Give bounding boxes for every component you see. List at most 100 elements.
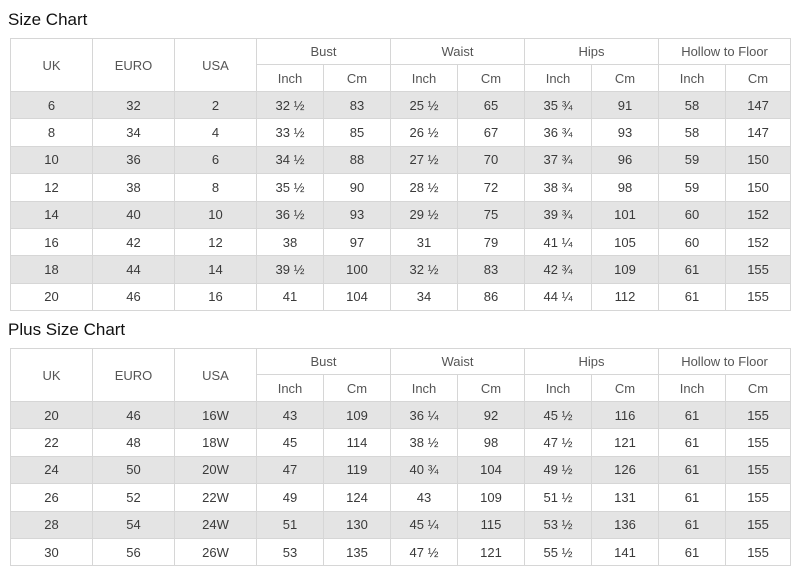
header-euro: EURO xyxy=(92,38,175,92)
table-row: 22 48 18W 45 114 38 ½ 98 47 ½ 121 61 155 xyxy=(10,428,792,457)
hips-inch-cell: 49 ½ xyxy=(524,455,593,485)
usa-cell: 24W xyxy=(174,510,257,539)
euro-cell: 44 xyxy=(92,255,175,284)
table-row: 10 36 6 34 ½ 88 27 ½ 70 37 ¾ 96 59 150 xyxy=(10,145,792,175)
table-row: 24 50 20W 47 119 40 ¾ 104 49 ½ 126 61 155 xyxy=(10,455,792,485)
bust-inch-cell: 34 ½ xyxy=(256,145,324,175)
subheader-cm: Cm xyxy=(457,374,526,402)
bust-cm-cell: 93 xyxy=(322,200,392,229)
waist-inch-cell: 45 ¼ xyxy=(390,510,459,539)
hollow-cm-cell: 152 xyxy=(725,227,792,257)
hips-cm-cell: 131 xyxy=(591,483,660,512)
euro-cell: 42 xyxy=(92,227,175,257)
hips-inch-cell: 35 ¾ xyxy=(524,90,593,120)
waist-inch-cell: 27 ½ xyxy=(390,145,459,175)
subheader-cm: Cm xyxy=(725,64,792,92)
usa-cell: 20W xyxy=(174,455,257,485)
subheader-cm: Cm xyxy=(322,64,392,92)
euro-cell: 38 xyxy=(92,173,175,202)
euro-cell: 40 xyxy=(92,200,175,229)
bust-inch-cell: 49 xyxy=(256,483,324,512)
hollow-inch-cell: 61 xyxy=(658,400,727,430)
euro-cell: 54 xyxy=(92,510,175,539)
hollow-inch-cell: 61 xyxy=(658,428,727,457)
header-uk: UK xyxy=(10,38,93,92)
uk-cell: 30 xyxy=(10,537,93,567)
bust-cm-cell: 97 xyxy=(322,227,392,257)
usa-cell: 12 xyxy=(174,227,257,257)
euro-cell: 50 xyxy=(92,455,175,485)
hips-cm-cell: 93 xyxy=(591,118,660,147)
bust-cm-cell: 119 xyxy=(322,455,392,485)
waist-cm-cell: 109 xyxy=(457,483,526,512)
table-row: 6 32 2 32 ½ 83 25 ½ 65 35 ¾ 91 58 147 xyxy=(10,90,792,120)
header-bust: Bust xyxy=(255,348,392,375)
waist-inch-cell: 38 ½ xyxy=(390,428,459,457)
waist-inch-cell: 47 ½ xyxy=(390,537,459,567)
bust-cm-cell: 114 xyxy=(322,428,392,457)
bust-cm-cell: 85 xyxy=(322,118,392,147)
hips-cm-cell: 121 xyxy=(591,428,660,457)
euro-cell: 36 xyxy=(92,145,175,175)
waist-inch-cell: 28 ½ xyxy=(390,173,459,202)
hips-inch-cell: 38 ¾ xyxy=(524,173,593,202)
waist-cm-cell: 98 xyxy=(457,428,526,457)
subheader-inch: Inch xyxy=(524,64,593,92)
waist-inch-cell: 25 ½ xyxy=(390,90,459,120)
subheader-inch: Inch xyxy=(524,374,593,402)
hips-cm-cell: 101 xyxy=(591,200,660,229)
bust-cm-cell: 135 xyxy=(322,537,392,567)
uk-cell: 10 xyxy=(10,145,93,175)
euro-cell: 46 xyxy=(92,400,175,430)
hollow-inch-cell: 61 xyxy=(658,455,727,485)
hollow-inch-cell: 61 xyxy=(658,255,727,284)
plus-size-chart-table: UK EURO USA Bust Waist Hips Hollow to Fl… xyxy=(10,348,792,567)
waist-inch-cell: 31 xyxy=(390,227,459,257)
header-uk: UK xyxy=(10,348,93,402)
table-row: 8 34 4 33 ½ 85 26 ½ 67 36 ¾ 93 58 147 xyxy=(10,118,792,147)
uk-cell: 24 xyxy=(10,455,93,485)
uk-cell: 12 xyxy=(10,173,93,202)
hips-inch-cell: 45 ½ xyxy=(524,400,593,430)
hips-inch-cell: 41 ¼ xyxy=(524,227,593,257)
euro-cell: 56 xyxy=(92,537,175,567)
waist-cm-cell: 83 xyxy=(457,255,526,284)
uk-cell: 8 xyxy=(10,118,93,147)
header-hollow-to-floor: Hollow to Floor xyxy=(658,348,792,375)
hollow-inch-cell: 61 xyxy=(658,483,727,512)
hollow-inch-cell: 58 xyxy=(658,90,727,120)
header-waist: Waist xyxy=(390,348,526,375)
table-row: 20 46 16W 43 109 36 ¼ 92 45 ½ 116 61 155 xyxy=(10,400,792,430)
waist-cm-cell: 72 xyxy=(457,173,526,202)
waist-inch-cell: 32 ½ xyxy=(390,255,459,284)
header-hips: Hips xyxy=(524,348,660,375)
waist-cm-cell: 75 xyxy=(457,200,526,229)
waist-cm-cell: 86 xyxy=(457,282,526,312)
plus-size-chart-title: Plus Size Chart xyxy=(8,320,126,339)
hollow-cm-cell: 155 xyxy=(725,428,792,457)
bust-inch-cell: 33 ½ xyxy=(256,118,324,147)
bust-inch-cell: 35 ½ xyxy=(256,173,324,202)
bust-cm-cell: 100 xyxy=(322,255,392,284)
subheader-cm: Cm xyxy=(322,374,392,402)
bust-inch-cell: 45 xyxy=(256,428,324,457)
subheader-inch: Inch xyxy=(658,374,727,402)
usa-cell: 18W xyxy=(174,428,257,457)
header-hollow-to-floor: Hollow to Floor xyxy=(658,38,792,65)
hollow-cm-cell: 155 xyxy=(725,537,792,567)
subheader-inch: Inch xyxy=(390,64,459,92)
uk-cell: 18 xyxy=(10,255,93,284)
bust-cm-cell: 109 xyxy=(322,400,392,430)
bust-inch-cell: 43 xyxy=(256,400,324,430)
hips-cm-cell: 91 xyxy=(591,90,660,120)
uk-cell: 28 xyxy=(10,510,93,539)
hollow-cm-cell: 155 xyxy=(725,255,792,284)
hips-cm-cell: 105 xyxy=(591,227,660,257)
hollow-inch-cell: 59 xyxy=(658,173,727,202)
table-row: 28 54 24W 51 130 45 ¼ 115 53 ½ 136 61 155 xyxy=(10,510,792,539)
waist-cm-cell: 67 xyxy=(457,118,526,147)
table-row: 12 38 8 35 ½ 90 28 ½ 72 38 ¾ 98 59 150 xyxy=(10,173,792,202)
bust-inch-cell: 53 xyxy=(256,537,324,567)
uk-cell: 22 xyxy=(10,428,93,457)
size-chart-title: Size Chart xyxy=(8,10,88,29)
